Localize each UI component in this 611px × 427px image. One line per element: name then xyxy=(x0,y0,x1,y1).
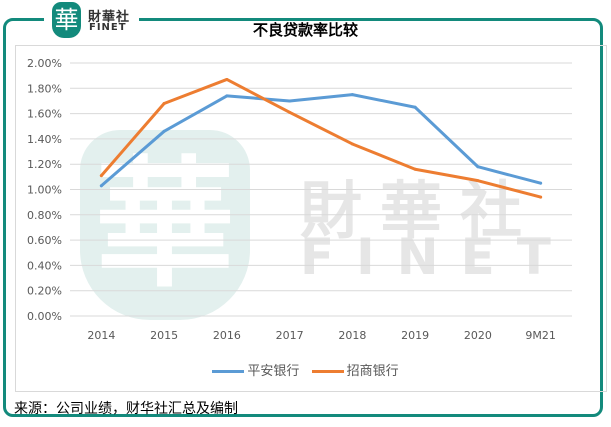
legend-swatch xyxy=(311,370,344,373)
legend: 平安银行 招商银行 xyxy=(0,360,611,379)
data-point xyxy=(413,167,417,171)
source-note: 来源：公司业绩，财华社汇总及编制 xyxy=(14,401,238,417)
data-point xyxy=(539,195,543,199)
data-point xyxy=(225,77,229,81)
y-tick-label: 0.00% xyxy=(27,310,62,323)
outer-frame xyxy=(3,18,603,417)
data-point xyxy=(99,184,103,188)
data-point xyxy=(413,105,417,109)
data-point xyxy=(539,181,543,185)
chart-area xyxy=(15,45,607,392)
x-tick-label: 2017 xyxy=(276,329,304,342)
data-point xyxy=(99,174,103,178)
y-tick-label: 1.40% xyxy=(27,133,62,146)
x-tick-label: 2018 xyxy=(338,329,366,342)
finet-logo-badge: 華 xyxy=(52,2,81,38)
chart-title: 不良贷款率比较 xyxy=(252,21,358,39)
data-point xyxy=(225,94,229,98)
legend-item-cmb: 招商银行 xyxy=(311,364,399,379)
logo-text-en: FINET xyxy=(89,22,127,33)
x-tick-label: 2016 xyxy=(213,329,241,342)
y-tick-label: 0.60% xyxy=(27,234,62,247)
y-tick-label: 0.20% xyxy=(27,285,62,298)
legend-label: 平安银行 xyxy=(247,364,300,379)
y-tick-label: 1.20% xyxy=(27,158,62,171)
x-tick-label: 9M21 xyxy=(525,329,556,342)
data-point xyxy=(350,142,354,146)
legend-swatch xyxy=(212,370,245,373)
series-line-0 xyxy=(99,93,543,188)
y-tick-label: 1.60% xyxy=(27,108,62,121)
y-tick-label: 0.80% xyxy=(27,209,62,222)
x-tick-label: 2014 xyxy=(87,329,115,342)
data-point xyxy=(476,165,480,169)
data-point xyxy=(288,99,292,103)
data-point xyxy=(350,93,354,97)
data-point xyxy=(476,179,480,183)
data-point xyxy=(288,110,292,114)
x-tick-label: 2015 xyxy=(150,329,178,342)
y-tick-label: 1.00% xyxy=(27,184,62,197)
y-tick-label: 2.00% xyxy=(27,57,62,70)
data-point xyxy=(162,129,166,133)
watermark-en: FINET xyxy=(300,228,573,286)
legend-label: 招商银行 xyxy=(346,364,399,379)
y-tick-label: 1.80% xyxy=(27,82,62,95)
x-tick-label: 2019 xyxy=(401,329,429,342)
series-line-1 xyxy=(99,77,543,199)
logo-text-cn: 財華社 xyxy=(88,10,131,25)
x-tick-label: 2020 xyxy=(464,329,492,342)
legend-item-pingan: 平安银行 xyxy=(212,364,299,379)
y-tick-label: 0.40% xyxy=(27,259,62,272)
watermark-cn: 財華社 xyxy=(300,174,541,247)
data-point xyxy=(162,101,166,105)
